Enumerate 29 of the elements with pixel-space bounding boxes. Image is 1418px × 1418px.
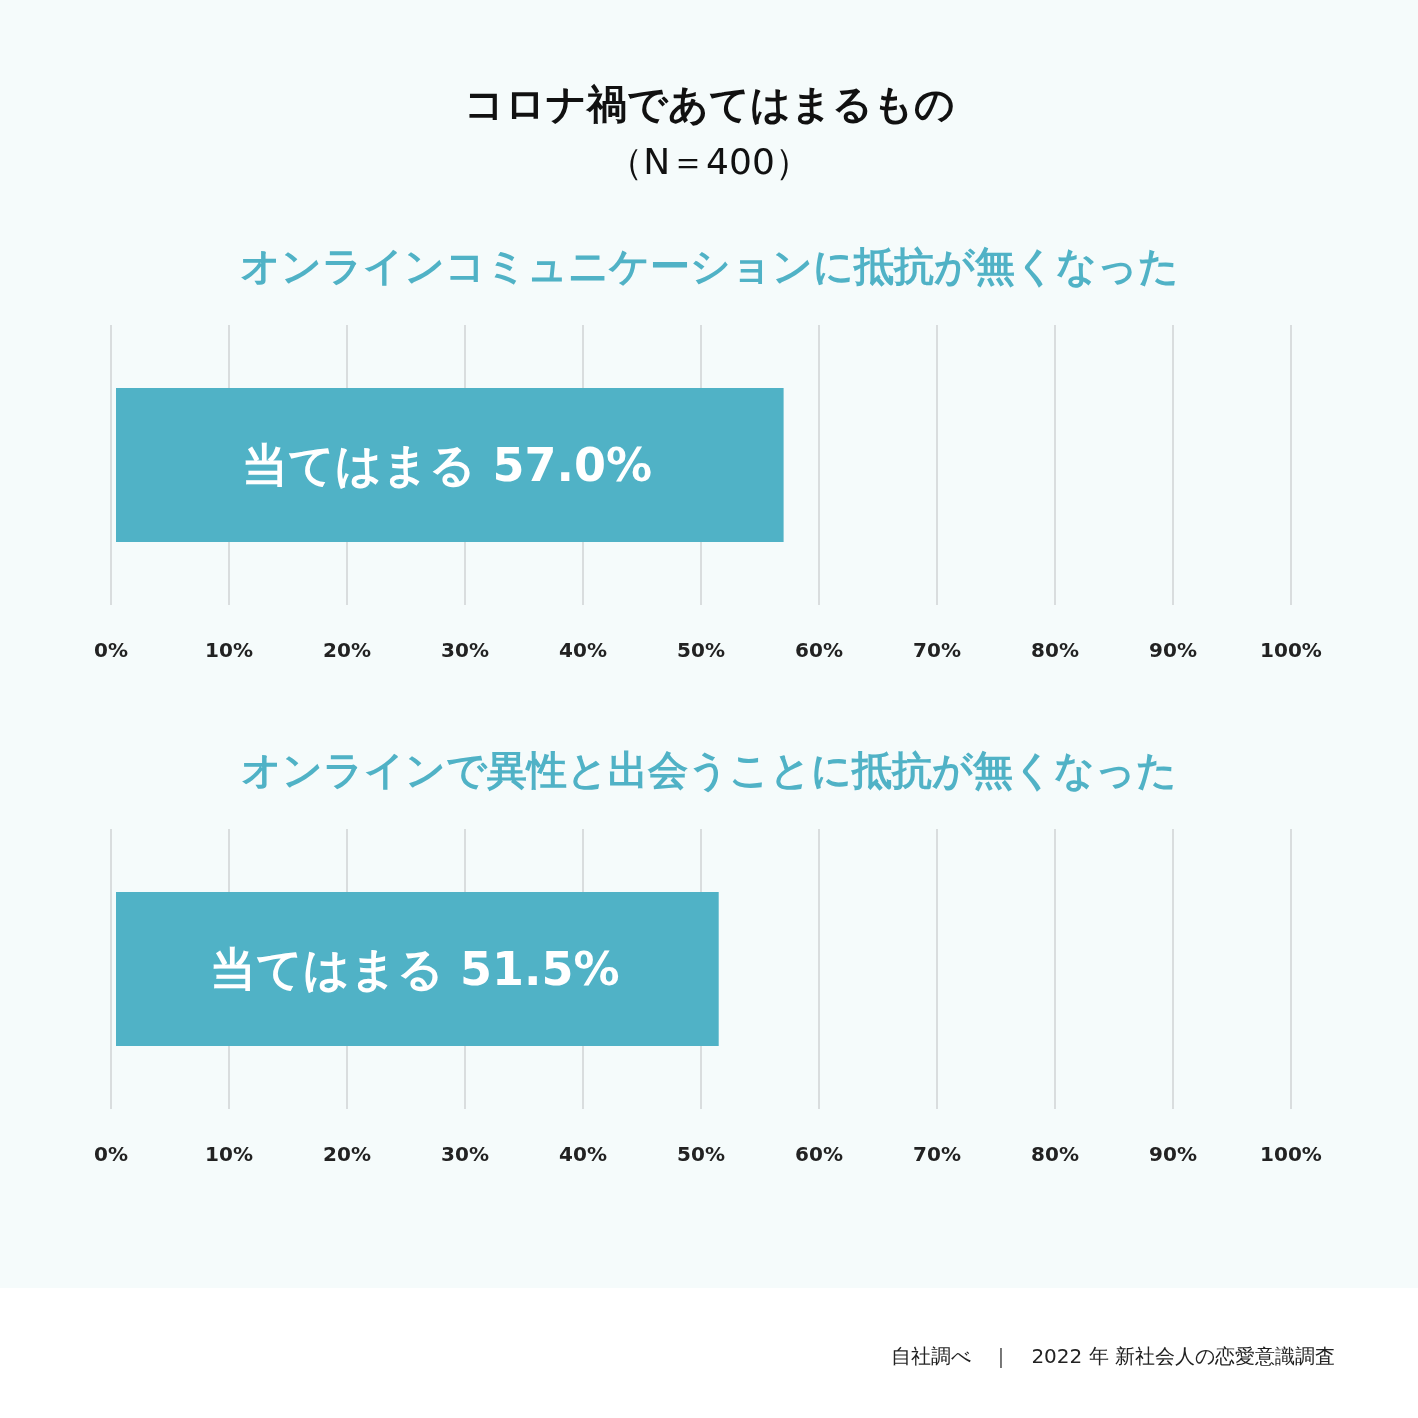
x-tick-label: 50%: [677, 1142, 725, 1166]
text: 自社調べ ｜ 2022 年 新社会人の恋愛意識調査: [891, 1344, 1335, 1368]
x-tick-label: 30%: [441, 1142, 489, 1166]
x-tick-label: 90%: [1149, 638, 1197, 662]
x-tick-label: 100%: [1260, 1142, 1322, 1166]
category-label: 当てはまる 57.0%: [242, 438, 653, 492]
x-tick-label: 60%: [795, 1142, 843, 1166]
x-tick-label: 0%: [94, 1142, 128, 1166]
x-tick-label: 30%: [441, 638, 489, 662]
x-tick-label: 20%: [323, 1142, 371, 1166]
x-tick-label: 60%: [795, 638, 843, 662]
x-tick-label: 10%: [205, 1142, 253, 1166]
x-tick-label: 70%: [913, 638, 961, 662]
chart-title: オンラインで異性と出会うことに抵抗が無くなった: [241, 747, 1177, 793]
category-label: 当てはまる 51.5%: [210, 942, 620, 996]
x-tick-label: 70%: [913, 1142, 961, 1166]
x-tick-label: 100%: [1260, 638, 1322, 662]
x-tick-label: 50%: [677, 638, 725, 662]
x-tick-label: 20%: [323, 638, 371, 662]
x-tick-label: 80%: [1031, 638, 1079, 662]
x-tick-label: 10%: [205, 638, 253, 662]
text: コロナ禍であてはまるもの: [463, 81, 955, 127]
x-tick-label: 80%: [1031, 1142, 1079, 1166]
text: （N＝400）: [607, 141, 811, 182]
chart-title: オンラインコミュニケーションに抵抗が無くなった: [239, 243, 1179, 289]
x-tick-label: 90%: [1149, 1142, 1197, 1166]
x-tick-label: 40%: [559, 638, 607, 662]
x-tick-label: 0%: [94, 638, 128, 662]
x-tick-label: 40%: [559, 1142, 607, 1166]
